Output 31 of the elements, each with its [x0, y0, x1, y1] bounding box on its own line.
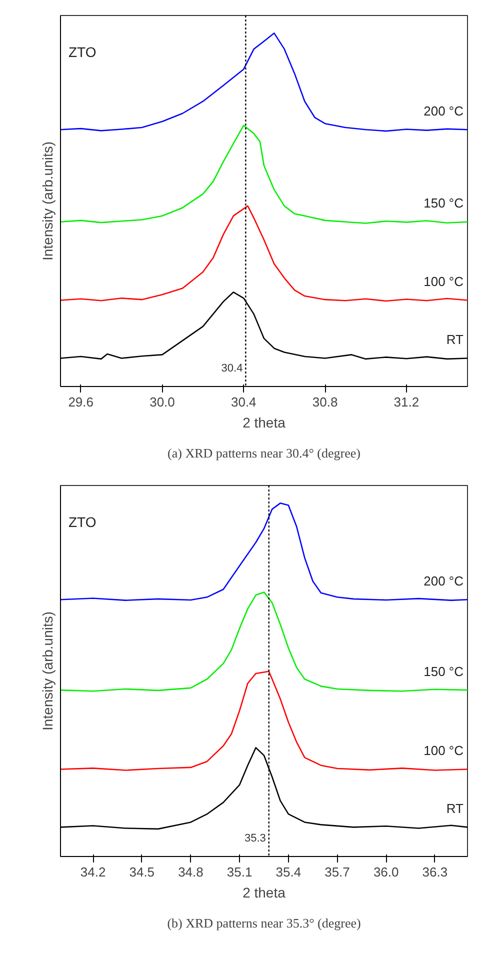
- x-tick-label: 35.4: [276, 864, 302, 880]
- x-tick-label: 31.2: [394, 394, 420, 410]
- ref-line-label: 35.3: [244, 832, 266, 845]
- series-label: 100 °C: [424, 743, 464, 758]
- annotation: ZTO: [68, 44, 96, 60]
- x-tick-label: 35.1: [226, 864, 252, 880]
- x-tick-label: 36.3: [422, 864, 448, 880]
- x-tick-label: 34.8: [178, 864, 204, 880]
- x-tick-label: 35.7: [324, 864, 350, 880]
- x-tick-label: 29.6: [68, 394, 94, 410]
- series-label: 150 °C: [424, 196, 464, 211]
- x-tick-label: 36.0: [373, 864, 399, 880]
- text: (a) XRD patterns near 30.4° (degree): [168, 446, 360, 460]
- x-tick-label: 30.4: [231, 394, 256, 410]
- annotation: ZTO: [68, 514, 96, 530]
- series-label: 100 °C: [424, 274, 464, 290]
- x-axis-title: 2 theta: [242, 414, 286, 430]
- series-label: RT: [446, 332, 464, 348]
- x-tick-label: 34.5: [129, 864, 155, 880]
- ref-line-label: 30.4: [221, 362, 243, 375]
- x-tick-label: 34.2: [80, 864, 106, 880]
- text: (b) XRD patterns near 35.3° (degree): [167, 916, 361, 930]
- x-tick-label: 30.0: [150, 394, 175, 410]
- x-axis-title: 2 theta: [242, 884, 286, 900]
- series-label: 200 °C: [424, 573, 464, 588]
- series-label: 150 °C: [424, 664, 464, 679]
- y-axis-title: Intensity (arb.units): [40, 141, 56, 261]
- series-label: RT: [446, 801, 464, 816]
- y-axis-title: Intensity (arb.units): [40, 611, 56, 731]
- x-tick-label: 30.8: [312, 394, 338, 410]
- series-label: 200 °C: [424, 103, 464, 118]
